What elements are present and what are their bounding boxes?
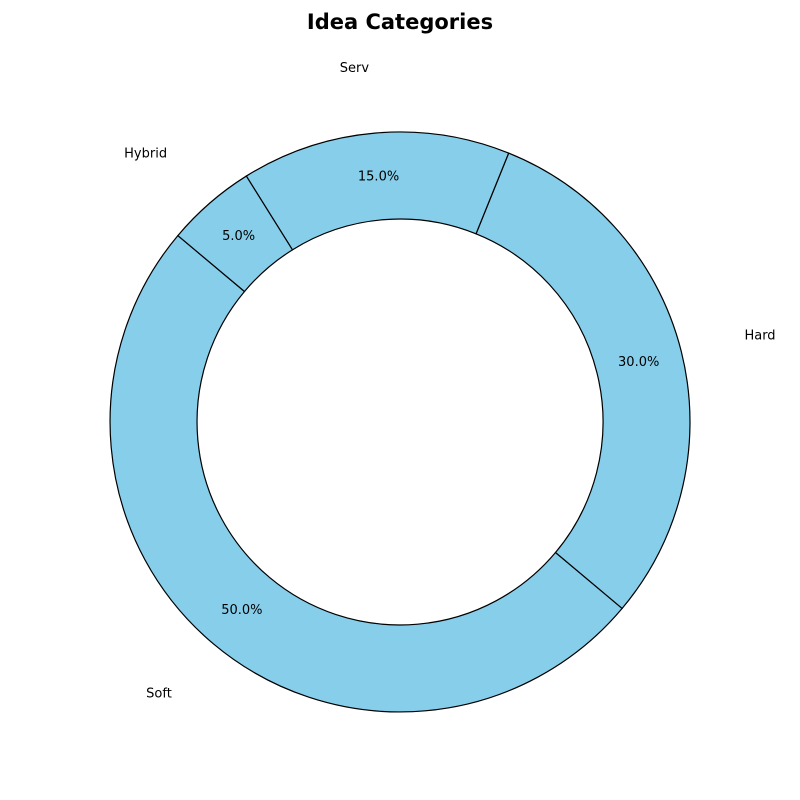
slice-label-hybrid: Hybrid — [124, 147, 167, 162]
percent-label-soft: 50.0% — [221, 603, 262, 618]
slice-soft — [109, 234, 623, 713]
percent-label-serv: 15.0% — [358, 169, 399, 184]
slice-hybrid — [177, 175, 294, 293]
slice-label-hard: Hard — [744, 329, 775, 344]
slice-serv — [245, 131, 510, 251]
slice-label-serv: Serv — [340, 61, 370, 76]
percent-label-hybrid: 5.0% — [222, 229, 255, 244]
chart-title: Idea Categories — [306, 10, 494, 34]
slice-hard — [475, 152, 691, 610]
slice-label-soft: Soft — [146, 686, 172, 701]
percent-label-hard: 30.0% — [618, 355, 659, 370]
